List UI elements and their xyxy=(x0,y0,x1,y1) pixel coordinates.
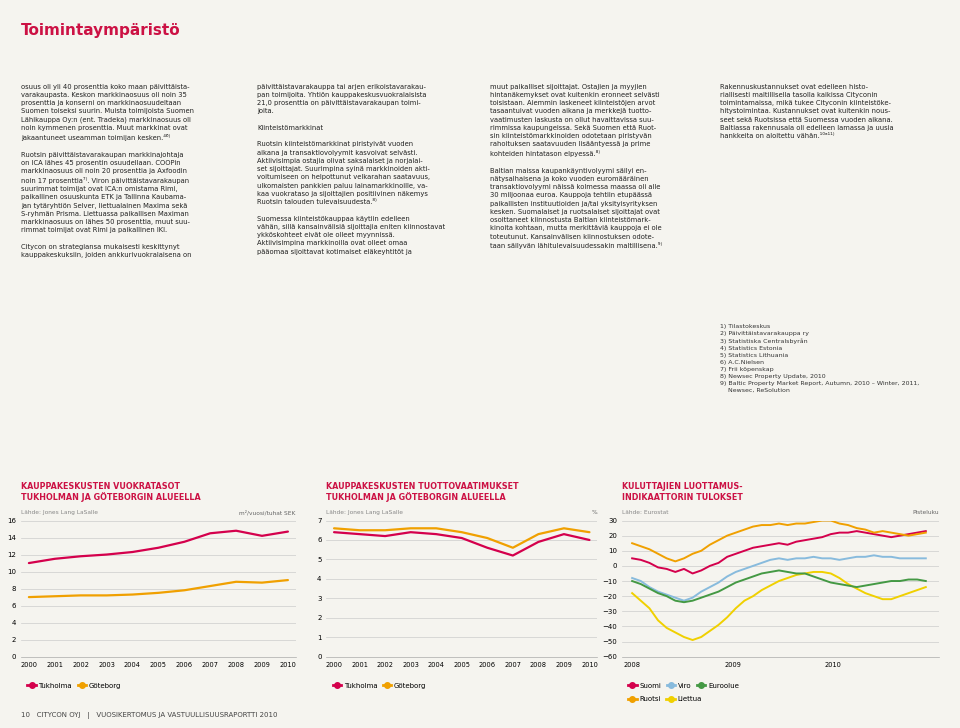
Text: INDIKAATTORIN TULOKSET: INDIKAATTORIN TULOKSET xyxy=(622,494,743,502)
Legend: Ruotsi, Liettua: Ruotsi, Liettua xyxy=(626,693,705,705)
Text: Toimintaympäristö: Toimintaympäristö xyxy=(21,23,180,39)
Text: päivittäistavarakauppa tai arjen erikoistavarakau-
pan toimijoita. Yhtiön kauppa: päivittäistavarakauppa tai arjen erikois… xyxy=(257,84,445,255)
Text: %: % xyxy=(591,510,597,515)
Text: Lähde: Jones Lang LaSalle: Lähde: Jones Lang LaSalle xyxy=(326,510,403,515)
Text: m²/vuosi/tuhat SEK: m²/vuosi/tuhat SEK xyxy=(239,510,296,515)
Text: TUKHOLMAN JA GÖTEBORGIN ALUEELLA: TUKHOLMAN JA GÖTEBORGIN ALUEELLA xyxy=(21,492,201,502)
Text: Rakennuskustannukset ovat edelleen histo-
riallisesti maltillisella tasolla kaik: Rakennuskustannukset ovat edelleen histo… xyxy=(720,84,894,139)
Text: KAUPPAKESKUSTEN VUOKRATASOT: KAUPPAKESKUSTEN VUOKRATASOT xyxy=(21,483,180,491)
Text: KULUTTAJIEN LUOTTAMUS-: KULUTTAJIEN LUOTTAMUS- xyxy=(622,483,743,491)
Text: Lähde: Jones Lang LaSalle: Lähde: Jones Lang LaSalle xyxy=(21,510,98,515)
Text: 1) Tilastokeskus
2) Päivittäistavarakauppa ry
3) Statistiska Centralsbyrån
4) St: 1) Tilastokeskus 2) Päivittäistavarakaup… xyxy=(720,324,920,393)
Text: osuus oli yli 40 prosenttia koko maan päivittäista-
varakaupasta. Keskon markkin: osuus oli yli 40 prosenttia koko maan pä… xyxy=(21,84,194,258)
Text: TUKHOLMAN JA GÖTEBORGIN ALUEELLA: TUKHOLMAN JA GÖTEBORGIN ALUEELLA xyxy=(326,492,506,502)
Text: Lähde: Eurostat: Lähde: Eurostat xyxy=(622,510,668,515)
Text: muut paikalliset sijoittajat. Ostajien ja myyjien
hintanäkemykset ovat kuitenkin: muut paikalliset sijoittajat. Ostajien j… xyxy=(490,84,661,250)
Text: 10   CITYCON OYJ   |   VUOSIKERTOMUS JA VASTUULLISUUSRAPORTTI 2010: 10 CITYCON OYJ | VUOSIKERTOMUS JA VASTUU… xyxy=(21,712,277,719)
Legend: Tukholma, Göteborg: Tukholma, Göteborg xyxy=(25,680,124,692)
Text: Pisteluku: Pisteluku xyxy=(912,510,939,515)
Text: KAUPPAKESKUSTEN TUOTTOVAATIMUKSET: KAUPPAKESKUSTEN TUOTTOVAATIMUKSET xyxy=(326,483,519,491)
Legend: Tukholma, Göteborg: Tukholma, Göteborg xyxy=(330,680,429,692)
